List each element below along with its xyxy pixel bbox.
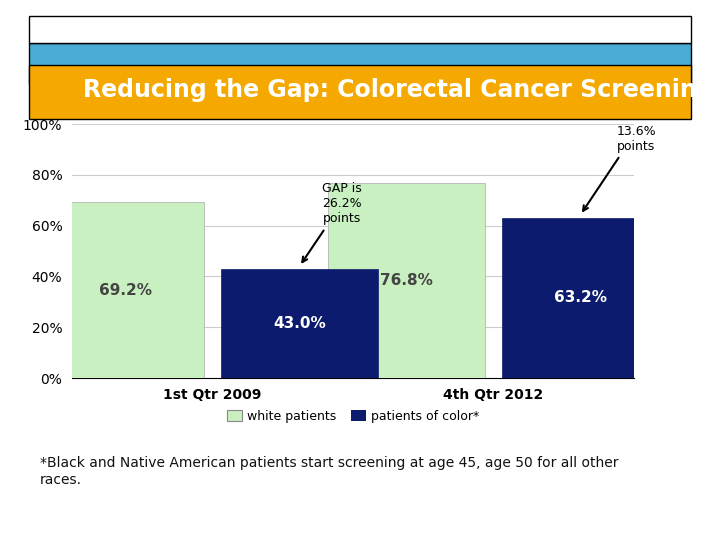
Text: 43.0%: 43.0%	[273, 316, 326, 331]
Text: *Black and Native American patients start screening at age 45, age 50 for all ot: *Black and Native American patients star…	[40, 456, 618, 487]
Bar	[42, 72, 54, 87]
Text: 63.2%: 63.2%	[554, 291, 607, 305]
Bar	[502, 218, 659, 378]
Bar	[42, 93, 54, 108]
Text: GAP is
26.2%
points: GAP is 26.2% points	[302, 183, 361, 262]
Text: GAP is
13.6%
points: GAP is 13.6% points	[583, 110, 657, 211]
Bar	[221, 269, 378, 378]
Bar	[58, 72, 70, 87]
Text: Reducing the Gap: Colorectal Cancer Screening: Reducing the Gap: Colorectal Cancer Scre…	[83, 78, 714, 102]
Text: 69.2%: 69.2%	[99, 282, 152, 298]
Bar	[328, 183, 485, 378]
Legend: white patients, patients of color*: white patients, patients of color*	[222, 404, 484, 428]
Text: 76.8%: 76.8%	[379, 273, 433, 288]
Bar	[47, 202, 204, 378]
Bar	[58, 93, 70, 108]
